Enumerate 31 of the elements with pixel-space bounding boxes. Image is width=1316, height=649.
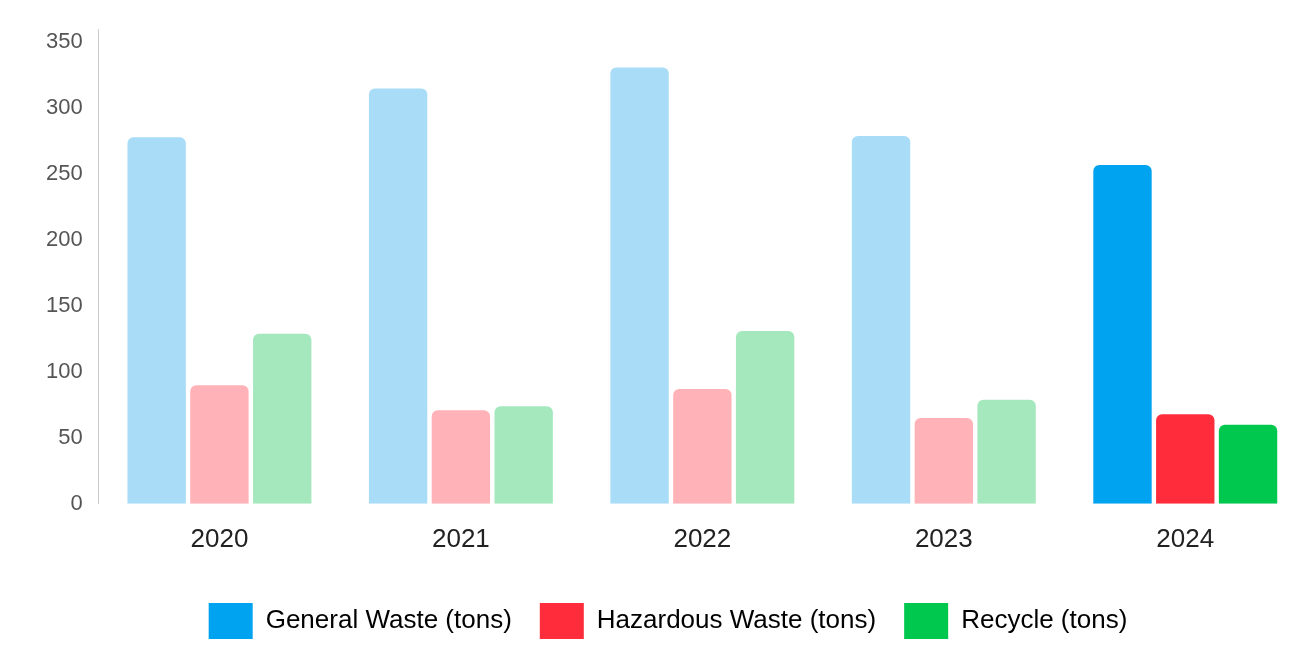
y-tick-label: 250 — [45, 160, 83, 186]
bar — [1156, 414, 1215, 504]
legend-label: Recycle (tons) — [961, 604, 1128, 635]
y-tick-label: 100 — [45, 358, 83, 384]
bar — [431, 410, 491, 504]
bar — [494, 406, 553, 504]
bar — [368, 88, 428, 504]
bar — [610, 67, 669, 504]
bar — [127, 137, 186, 504]
legend-label: General Waste (tons) — [265, 604, 512, 635]
bar — [851, 135, 911, 504]
x-tick-label: 2022 — [673, 522, 732, 553]
bar — [673, 389, 732, 504]
x-tick-label: 2021 — [431, 522, 490, 553]
bar — [190, 385, 249, 504]
x-tick-label: 2024 — [1156, 522, 1215, 553]
y-tick-label: 50 — [58, 423, 83, 449]
y-tick-label: 350 — [45, 28, 83, 54]
y-tick-label: 300 — [45, 94, 83, 120]
legend-label: Hazardous Waste (tons) — [596, 604, 877, 635]
bar — [253, 333, 312, 504]
y-tick-label: 0 — [70, 489, 83, 515]
y-tick-label: 150 — [45, 292, 83, 318]
bar — [1093, 164, 1152, 504]
bar — [1218, 424, 1278, 504]
y-tick-label: 200 — [45, 226, 83, 252]
bar — [735, 331, 795, 504]
bar — [977, 399, 1036, 504]
x-tick-label: 2023 — [914, 522, 973, 553]
bar — [914, 418, 973, 504]
x-tick-label: 2020 — [190, 522, 249, 553]
